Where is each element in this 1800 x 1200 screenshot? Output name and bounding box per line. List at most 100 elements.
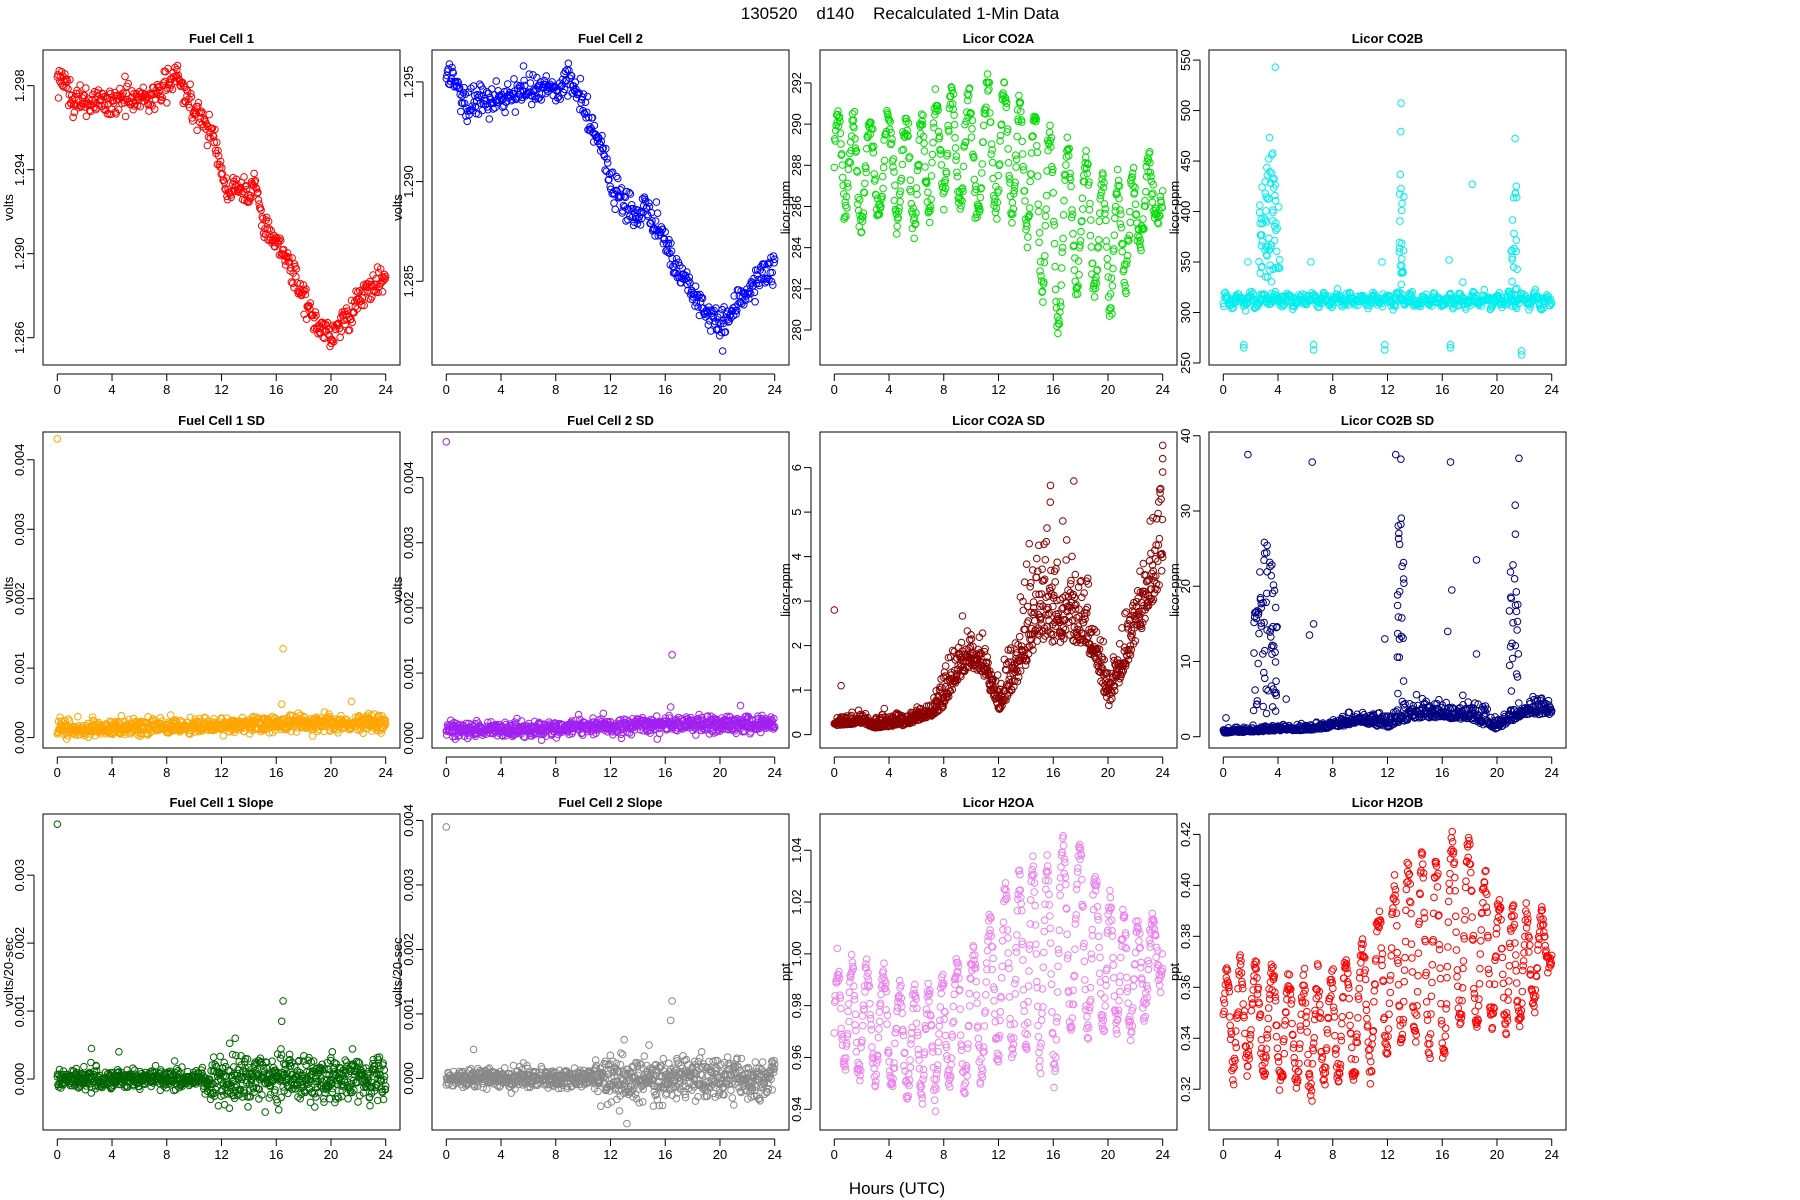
- data-point: [466, 106, 475, 115]
- data-point: [1053, 558, 1061, 567]
- data-point: [887, 139, 896, 148]
- data-point: [899, 145, 908, 154]
- data-point: [945, 127, 953, 136]
- data-point: [560, 85, 569, 94]
- data-point: [926, 206, 934, 215]
- data-point: [1247, 297, 1256, 305]
- data-point: [197, 107, 206, 116]
- data-point: [1115, 182, 1124, 190]
- data-point: [986, 118, 995, 126]
- data-point: [1098, 175, 1106, 183]
- data-point: [1074, 257, 1083, 265]
- data-point: [612, 172, 621, 181]
- y-tick-label: 1.290: [401, 165, 416, 198]
- data-point: [977, 184, 986, 192]
- data-point: [905, 153, 914, 161]
- data-point: [967, 109, 975, 118]
- data-point: [1397, 255, 1406, 263]
- data-point: [1051, 578, 1059, 586]
- plot-frame: [42, 431, 401, 749]
- data-point: [1008, 198, 1017, 207]
- data-point: [652, 198, 661, 206]
- y-axis-label: volts: [1, 194, 16, 221]
- data-point: [1255, 257, 1263, 266]
- data-point: [1027, 579, 1035, 587]
- data-point: [846, 158, 855, 167]
- data-point: [1546, 295, 1555, 304]
- data-point: [584, 113, 593, 122]
- data-point: [1063, 133, 1072, 142]
- data-point: [1087, 243, 1096, 251]
- data-point: [1049, 602, 1057, 611]
- data-point: [1095, 217, 1104, 225]
- data-point: [927, 172, 936, 180]
- data-point: [489, 105, 497, 113]
- data-point: [583, 92, 592, 101]
- data-point: [283, 249, 292, 257]
- data-point: [1141, 197, 1149, 205]
- data-point: [1034, 207, 1043, 216]
- data-point: [558, 81, 566, 89]
- x-axis: 0 4 8 12 16 20 24: [54, 373, 393, 397]
- data-point: [994, 171, 1003, 180]
- data-point: [158, 93, 167, 102]
- data-point: [561, 67, 570, 75]
- data-point: [1105, 312, 1114, 320]
- data-point: [836, 129, 845, 138]
- data-point: [154, 88, 162, 96]
- x-tick-label: 4: [885, 382, 892, 397]
- data-point: [1265, 246, 1273, 255]
- data-point: [1097, 188, 1106, 196]
- data-point: [66, 76, 74, 84]
- data-point: [607, 169, 616, 177]
- data-point: [1244, 258, 1252, 266]
- data-point: [1261, 178, 1269, 186]
- data-point: [1263, 195, 1272, 203]
- data-point: [734, 300, 742, 309]
- data-point: [1096, 191, 1105, 200]
- y-tick-label: 1.286: [12, 321, 27, 354]
- data-point: [302, 285, 310, 293]
- data-point: [838, 161, 847, 169]
- data-point: [852, 147, 861, 155]
- data-point: [1249, 290, 1258, 298]
- data-point: [1262, 207, 1270, 215]
- y-axis-label: licor-ppm: [778, 563, 793, 616]
- y-tick-label: 1.285: [401, 265, 416, 298]
- data-point: [912, 184, 921, 192]
- data-point: [330, 338, 338, 346]
- data-point: [53, 435, 62, 443]
- data-point: [918, 117, 926, 125]
- data-point: [951, 144, 960, 152]
- data-point: [840, 213, 849, 221]
- data-point: [898, 160, 907, 169]
- data-point: [718, 347, 727, 355]
- data-point: [698, 294, 707, 303]
- data-point: [1131, 200, 1140, 209]
- data-point: [968, 125, 976, 133]
- data-point: [507, 96, 516, 105]
- data-point: [1255, 208, 1264, 217]
- data-point: [1102, 216, 1110, 225]
- data-point: [325, 331, 334, 340]
- data-point: [1004, 159, 1013, 167]
- data-point: [770, 259, 778, 267]
- data-point: [82, 112, 91, 121]
- data-point: [188, 117, 197, 125]
- data-point: [925, 218, 934, 227]
- data-point: [886, 118, 895, 126]
- data-point: [758, 268, 766, 276]
- y-tick-label: 0.004: [12, 444, 27, 477]
- data-point: [345, 326, 354, 334]
- data-point: [1136, 236, 1144, 245]
- data-point: [74, 712, 82, 721]
- data-point: [1428, 302, 1436, 310]
- data-point: [88, 95, 96, 104]
- data-point: [1269, 208, 1277, 217]
- data-point: [1272, 247, 1281, 256]
- data-point: [1056, 308, 1064, 316]
- data-point: [902, 117, 911, 126]
- data-point: [746, 289, 755, 298]
- data-point: [1023, 222, 1031, 230]
- data-point: [210, 138, 218, 147]
